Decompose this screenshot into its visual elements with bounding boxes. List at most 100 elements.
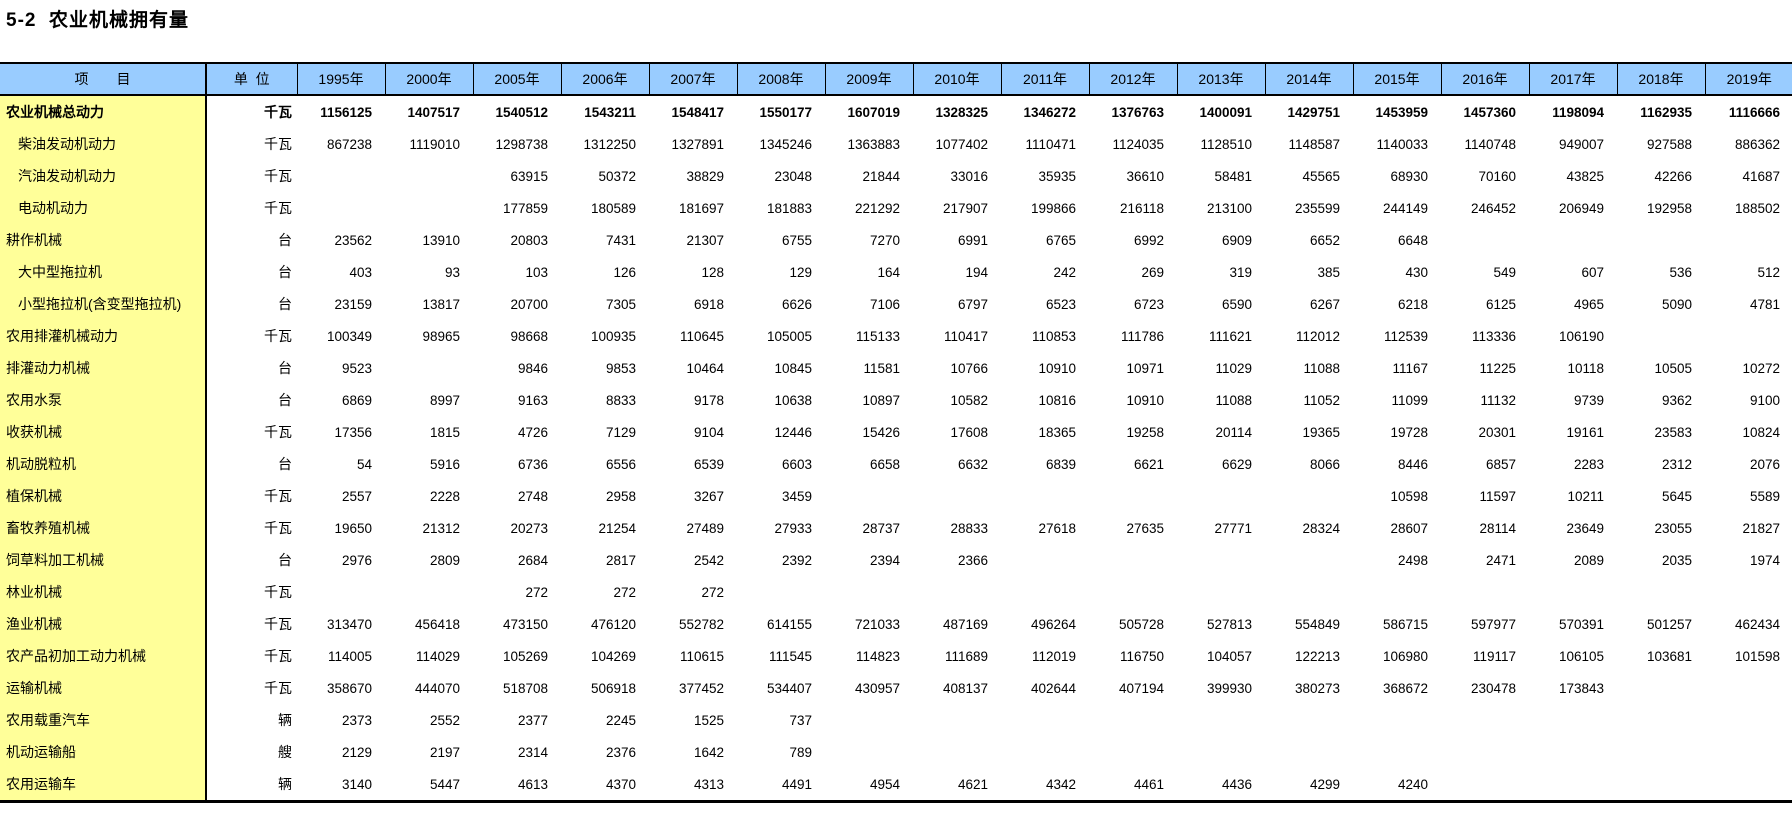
value-cell: 103 [525,264,548,280]
value-cell [1529,576,1617,608]
value-cell [1177,704,1265,736]
value-cell: 18365 [1038,424,1076,440]
value-cell: 9104 [693,424,724,440]
value-cell: 114005 [327,648,372,664]
value-cell: 192958 [1646,200,1692,216]
value-cell: 70160 [1478,168,1516,184]
value-cell: 221292 [854,200,900,216]
value-cell: 27933 [774,520,812,536]
value-cell: 1815 [429,424,460,440]
value-cell: 272 [613,584,636,600]
value-cell: 28324 [1302,520,1340,536]
value-cell: 1124035 [1112,136,1164,152]
value-cell: 4461 [1133,776,1164,792]
value-cell: 1453959 [1375,104,1428,120]
value-cell: 9739 [1573,392,1604,408]
value-cell: 527813 [1206,616,1252,632]
value-cell: 98965 [422,328,460,344]
value-cell: 5645 [1661,488,1692,504]
value-cell: 6125 [1485,296,1516,312]
value-cell: 2392 [781,552,812,568]
table-row: 饲草料加工机械 台 2976 2809 2684 2817 2542 2392 2394 2366… [0,544,1792,576]
value-cell: 11088 [1303,360,1340,376]
unit-cell: 千瓦 [264,584,292,600]
value-cell: 177859 [502,200,548,216]
value-cell: 246452 [1470,200,1516,216]
value-cell: 23055 [1654,520,1692,536]
value-cell: 23583 [1654,424,1692,440]
value-cell: 506918 [590,680,636,696]
value-cell: 3267 [693,488,724,504]
item-cell: 耕作机械 [0,224,207,256]
value-cell: 2312 [1661,456,1692,472]
value-cell [1265,704,1353,736]
value-cell: 6992 [1133,232,1164,248]
value-cell: 11132 [1480,392,1516,408]
year-header: 2010年 [912,63,1001,96]
value-cell: 181883 [766,200,812,216]
value-cell: 19650 [334,520,372,536]
value-cell [825,480,913,512]
value-cell: 2089 [1573,552,1604,568]
value-cell: 2471 [1485,552,1516,568]
unit-cell: 千瓦 [264,648,292,664]
item-header: 项 目 [0,63,207,96]
value-cell: 462434 [1734,616,1780,632]
value-cell: 1457360 [1463,104,1516,120]
value-cell: 7129 [605,424,636,440]
value-cell: 4726 [517,424,548,440]
value-cell: 93 [444,264,460,280]
value-cell: 103681 [1646,648,1692,664]
value-cell: 272 [525,584,548,600]
value-cell [913,576,1001,608]
value-cell: 1327891 [671,136,724,152]
value-cell [1265,480,1353,512]
value-cell: 2976 [341,552,372,568]
value-cell: 10464 [686,360,724,376]
value-cell [1265,576,1353,608]
value-cell: 9178 [693,392,724,408]
value-cell: 1607019 [847,104,900,120]
value-cell [1001,576,1089,608]
year-header: 2016年 [1440,63,1529,96]
value-cell [385,352,473,384]
value-cell: 377452 [678,680,724,696]
year-header: 2005年 [472,63,561,96]
value-cell: 407194 [1118,680,1164,696]
value-cell: 100935 [590,328,636,344]
item-cell: 大中型拖拉机 [0,256,207,288]
year-header: 2018年 [1616,63,1705,96]
value-cell: 230478 [1470,680,1516,696]
value-cell: 456418 [414,616,460,632]
value-cell: 2283 [1573,456,1604,472]
value-cell: 1400091 [1199,104,1252,120]
item-cell: 农用水泵 [0,384,207,416]
value-cell: 180589 [590,200,636,216]
value-cell: 106105 [1558,648,1604,664]
value-cell: 6629 [1221,456,1252,472]
value-cell: 20803 [510,232,548,248]
value-cell: 217907 [942,200,988,216]
value-cell: 21844 [862,168,900,184]
value-cell [1529,224,1617,256]
table-row: 收获机械 千瓦 17356 1815 4726 7129 9104 12446 15426 176… [0,416,1792,448]
value-cell: 188502 [1734,200,1780,216]
value-cell: 33016 [950,168,988,184]
value-cell: 6723 [1133,296,1164,312]
table-row: 农业机械总动力 千瓦 1156125 1407517 1540512 1543211 154… [0,95,1792,128]
value-cell: 721033 [854,616,900,632]
value-cell: 6590 [1221,296,1252,312]
value-cell: 11088 [1215,392,1252,408]
value-cell: 63915 [510,168,548,184]
item-cell: 收获机械 [0,416,207,448]
value-cell [1529,768,1617,802]
item-cell: 渔业机械 [0,608,207,640]
value-cell: 6621 [1133,456,1164,472]
value-cell: 399930 [1206,680,1252,696]
value-cell [1529,736,1617,768]
value-cell: 269 [1141,264,1164,280]
value-cell: 368672 [1382,680,1428,696]
value-cell: 54 [356,456,372,472]
value-cell: 380273 [1294,680,1340,696]
value-cell [1177,576,1265,608]
